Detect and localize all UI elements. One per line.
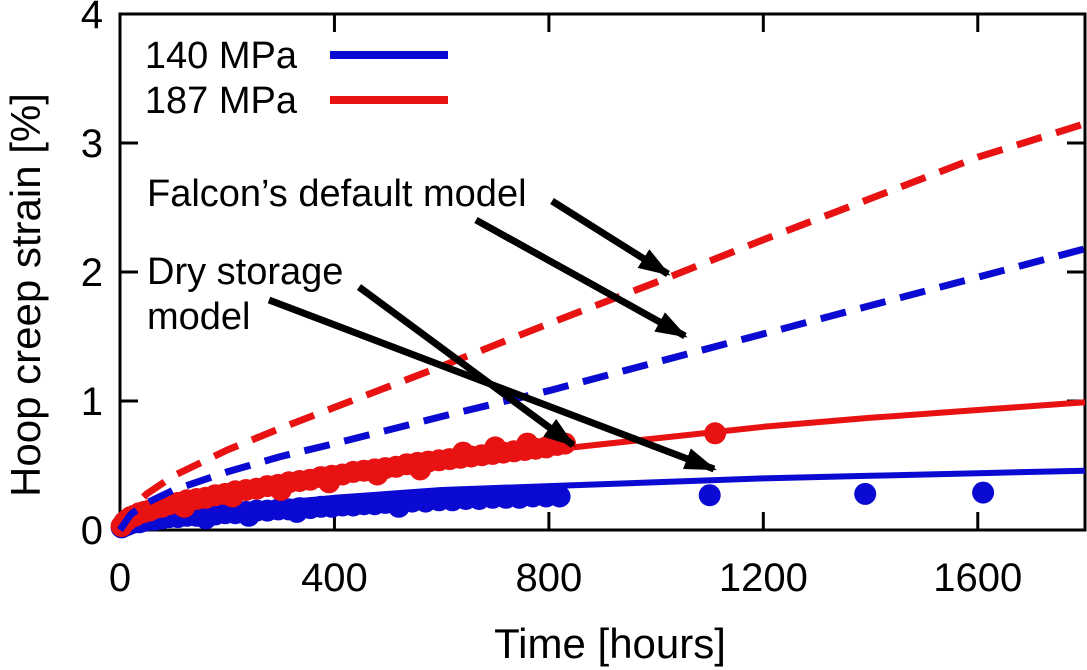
x-axis-title: Time [hours] [494, 620, 726, 667]
annotation-dry-storage-line2: model [147, 296, 251, 338]
y-tick-label: 1 [81, 380, 103, 424]
annotation-dry-storage-line1: Dry storage [147, 251, 343, 293]
x-tick-label: 1200 [719, 556, 808, 600]
data-point-data-140mpa [972, 481, 995, 504]
annotation-arrow-dry-storage-model [267, 296, 717, 473]
y-tick-label: 4 [81, 0, 103, 37]
x-tick-label: 400 [301, 556, 368, 600]
annotation-arrow-falcon-default-model [474, 216, 688, 340]
x-tick-label: 0 [109, 556, 131, 600]
data-point-data-140mpa [854, 482, 877, 505]
data-point-data-187mpa [704, 422, 727, 445]
y-tick-label: 3 [81, 122, 103, 166]
legend-label-140mpa: 140 MPa [145, 35, 298, 77]
curve-falcon-default-187mpa [116, 120, 1087, 532]
x-tick-label: 800 [516, 556, 583, 600]
annotation-arrow-falcon-default-model [550, 198, 671, 277]
data-point-data-140mpa [548, 485, 571, 508]
y-axis-title: Hoop creep strain [%] [2, 93, 49, 497]
data-point-data-140mpa [698, 484, 721, 507]
legend: 140 MPa 187 MPa [145, 35, 448, 122]
annotation-arrow-dry-storage-model [356, 284, 576, 448]
legend-label-187mpa: 187 MPa [145, 80, 298, 122]
curve-falcon-default-140mpa [117, 245, 1086, 532]
x-tick-label: 1600 [933, 556, 1022, 600]
annotation-falcon-default-model: Falcon’s default model [147, 173, 527, 215]
y-tick-label: 2 [81, 251, 103, 295]
plot-area: 0 400 800 1200 1600 0 1 2 3 4 [81, 0, 1087, 600]
y-tick-label: 0 [81, 509, 103, 553]
